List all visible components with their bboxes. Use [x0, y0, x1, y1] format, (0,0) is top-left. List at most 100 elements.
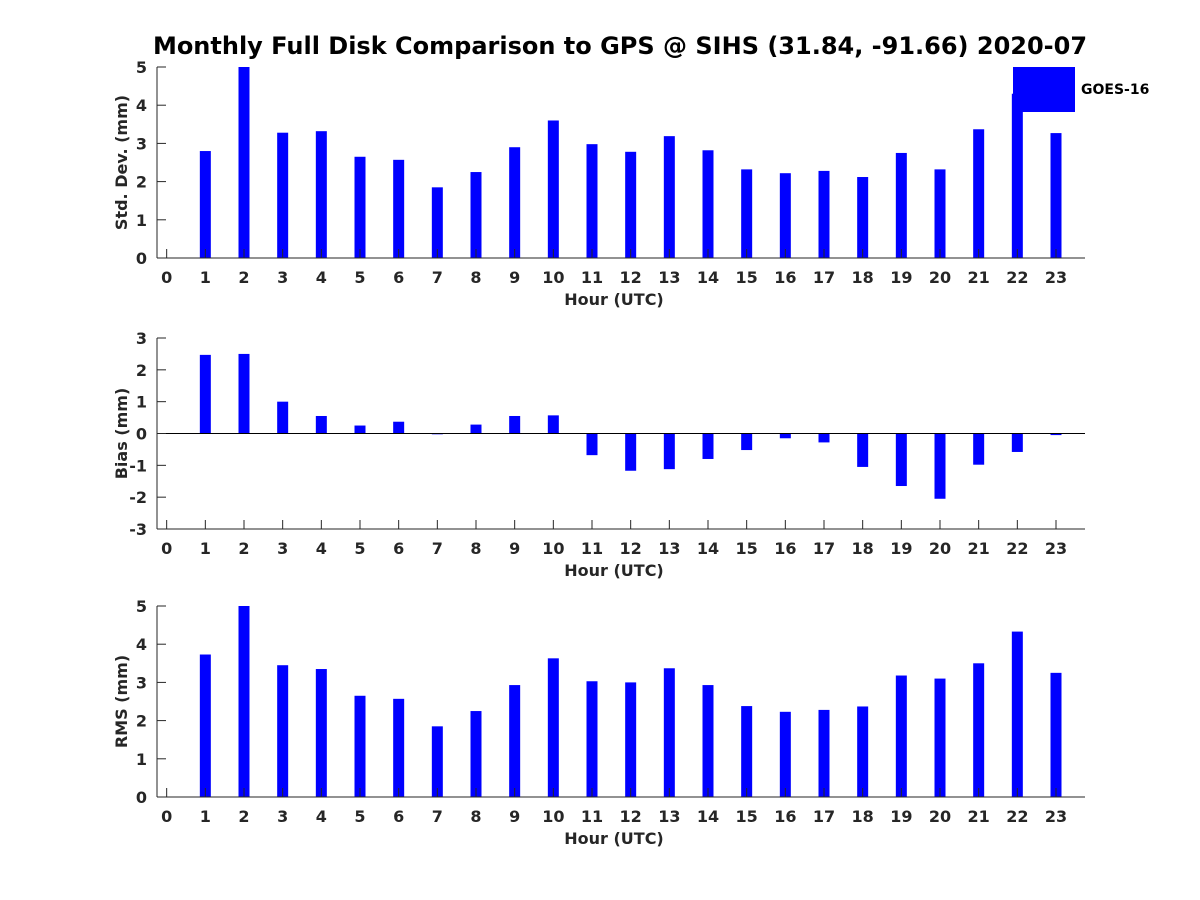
- bar-hour-8: [470, 424, 482, 434]
- bar-hour-13: [663, 433, 675, 470]
- x-tick-label: 23: [1045, 807, 1067, 826]
- x-tick-label: 3: [277, 807, 288, 826]
- x-tick-label: 4: [316, 539, 327, 558]
- x-tick-label: 8: [470, 268, 481, 287]
- x-tick-label: 17: [813, 807, 835, 826]
- y-tick-label: 2: [136, 361, 147, 380]
- x-tick-label: 10: [542, 807, 564, 826]
- bar-hour-14: [702, 150, 714, 258]
- x-tick-label: 6: [393, 807, 404, 826]
- y-tick-label: 2: [136, 173, 147, 192]
- bar-hour-9: [509, 147, 521, 258]
- y-tick-label: 4: [136, 96, 147, 115]
- x-tick-label: 10: [542, 268, 564, 287]
- bar-hour-2: [238, 606, 250, 797]
- x-tick-label: 15: [736, 268, 758, 287]
- x-tick-label: 2: [238, 268, 249, 287]
- bar-hour-12: [625, 682, 637, 797]
- x-tick-label: 18: [852, 539, 874, 558]
- y-tick-label: 3: [136, 673, 147, 692]
- x-tick-label: 0: [161, 268, 172, 287]
- x-tick-label: 4: [316, 807, 327, 826]
- x-tick-label: 13: [658, 807, 680, 826]
- bar-hour-19: [895, 152, 907, 258]
- bar-hour-11: [586, 433, 598, 456]
- bar-hour-10: [547, 120, 559, 258]
- x-tick-label: 23: [1045, 268, 1067, 287]
- bar-hour-21: [973, 433, 985, 465]
- x-tick-label: 11: [581, 807, 603, 826]
- legend: GOES-16: [1013, 67, 1149, 112]
- x-tick-label: 18: [852, 268, 874, 287]
- bar-hour-6: [393, 159, 405, 258]
- y-tick-label: 2: [136, 712, 147, 731]
- bar-hour-9: [509, 415, 521, 434]
- x-tick-label: 16: [774, 539, 796, 558]
- x-tick-label: 20: [929, 268, 951, 287]
- bar-hour-20: [934, 169, 946, 258]
- bar-hour-23: [1050, 433, 1062, 436]
- bar-hour-11: [586, 681, 598, 797]
- x-tick-label: 21: [968, 268, 990, 287]
- x-tick-label: 20: [929, 539, 951, 558]
- bar-hour-5: [354, 425, 366, 434]
- x-tick-label: 13: [658, 268, 680, 287]
- x-tick-label: 22: [1006, 807, 1028, 826]
- bar-hour-18: [857, 706, 869, 797]
- x-axis-label: Hour (UTC): [564, 290, 664, 309]
- y-tick-label: 5: [136, 597, 147, 616]
- bar-hour-10: [547, 658, 559, 797]
- bar-hour-23: [1050, 672, 1062, 797]
- x-tick-label: 9: [509, 268, 520, 287]
- bar-hour-9: [509, 685, 521, 797]
- bar-hour-14: [702, 685, 714, 797]
- x-tick-label: 7: [432, 539, 443, 558]
- x-tick-label: 18: [852, 807, 874, 826]
- x-tick-label: 14: [697, 268, 719, 287]
- x-tick-label: 7: [432, 807, 443, 826]
- y-tick-label: 0: [136, 425, 147, 444]
- bar-hour-16: [779, 711, 791, 797]
- x-tick-label: 17: [813, 539, 835, 558]
- bar-hour-3: [277, 401, 289, 434]
- y-tick-label: 0: [136, 249, 147, 268]
- bar-hour-12: [625, 151, 637, 258]
- x-tick-label: 1: [200, 268, 211, 287]
- x-tick-label: 8: [470, 539, 481, 558]
- bar-hour-15: [741, 706, 753, 797]
- x-tick-label: 1: [200, 539, 211, 558]
- x-tick-label: 9: [509, 539, 520, 558]
- x-tick-label: 22: [1006, 539, 1028, 558]
- bar-hour-18: [857, 177, 869, 258]
- x-tick-label: 16: [774, 268, 796, 287]
- bar-hour-7: [431, 187, 443, 258]
- bar-hour-21: [973, 663, 985, 797]
- y-tick-label: 0: [136, 788, 147, 807]
- y-axis-label: Bias (mm): [112, 388, 131, 480]
- x-tick-label: 0: [161, 807, 172, 826]
- bar-hour-19: [895, 675, 907, 797]
- x-axis-label: Hour (UTC): [564, 561, 664, 580]
- legend-swatch: [1013, 67, 1075, 112]
- bar-hour-4: [315, 669, 327, 797]
- x-tick-label: 12: [620, 539, 642, 558]
- bar-hour-17: [818, 709, 830, 797]
- x-tick-label: 9: [509, 807, 520, 826]
- y-tick-label: 1: [136, 211, 147, 230]
- bar-hour-1: [199, 654, 211, 797]
- bar-hour-8: [470, 711, 482, 797]
- bar-hour-14: [702, 433, 714, 459]
- bar-hour-5: [354, 156, 366, 258]
- x-tick-label: 16: [774, 807, 796, 826]
- y-axis-label: Std. Dev. (mm): [112, 95, 131, 230]
- bar-hour-2: [238, 353, 250, 434]
- bar-hour-3: [277, 132, 289, 258]
- x-tick-label: 5: [354, 807, 365, 826]
- x-tick-label: 20: [929, 807, 951, 826]
- bar-hour-21: [973, 129, 985, 258]
- y-tick-label: -2: [129, 488, 147, 507]
- bar-hour-6: [393, 421, 405, 434]
- x-tick-label: 13: [658, 539, 680, 558]
- x-tick-label: 19: [890, 268, 912, 287]
